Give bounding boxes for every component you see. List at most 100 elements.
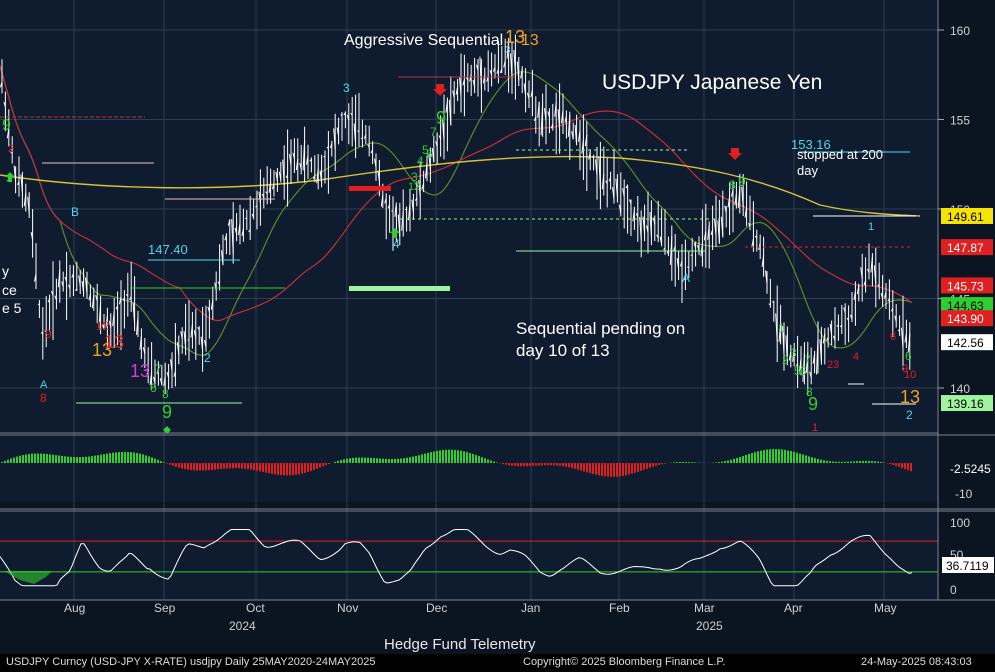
price-tick-label: 140 — [950, 382, 970, 396]
price-bar-open — [64, 276, 68, 283]
price-bar-open — [241, 228, 244, 237]
price-bar-open — [516, 61, 520, 81]
price-bar-open — [258, 191, 261, 203]
price-bar-open — [782, 326, 785, 355]
price-bar-open — [343, 112, 346, 116]
price-tag-bg — [941, 207, 993, 224]
seq-count: 2 — [906, 408, 913, 422]
chart-title: USDJPY Japanese Yen — [602, 71, 822, 94]
price-tag-value: 144.63 — [947, 299, 984, 313]
seq-count: 10 — [904, 369, 916, 381]
price-bar-open — [227, 219, 231, 226]
price-bar-open — [635, 213, 639, 218]
price-bar-open — [523, 83, 527, 96]
price-bar-open — [510, 53, 513, 79]
price-bar-open — [897, 329, 900, 333]
price-bar-open — [333, 128, 336, 149]
price-bar-open — [421, 183, 425, 189]
price-bar-open — [23, 193, 27, 207]
price-bar-open — [836, 324, 839, 328]
price-bar-open — [136, 316, 139, 335]
price-bar-open — [367, 144, 370, 148]
price-bar-open — [727, 196, 731, 208]
price-bar-open — [170, 359, 173, 372]
seq-count: A — [682, 271, 690, 285]
price-bar-open — [292, 152, 295, 159]
moving-averages — [0, 65, 921, 356]
price-bar-open — [632, 209, 635, 222]
price-bar-open — [615, 178, 618, 197]
seq-count: 4 — [393, 237, 400, 251]
price-bar-open — [867, 268, 870, 273]
price-bar-open — [618, 204, 622, 213]
price-bar-open — [214, 282, 217, 291]
price-bar-open — [129, 296, 132, 301]
seq-count: 9 — [902, 363, 908, 375]
price-bar-open — [816, 336, 819, 375]
price-bar-open — [217, 281, 221, 285]
price-bar-open — [493, 66, 496, 72]
rsi-tick-100: 100 — [950, 516, 970, 530]
price-bar-open — [139, 335, 142, 350]
price-bar-open — [197, 326, 200, 331]
price-bar-open — [255, 205, 258, 208]
price-bar-open — [663, 247, 666, 250]
price-bar-open — [40, 331, 44, 335]
price-bar-open — [527, 92, 530, 100]
seq-count: 9 — [45, 327, 52, 341]
price-bar-open — [265, 191, 268, 195]
price-bar-open — [561, 109, 564, 124]
diamond-marker — [163, 426, 171, 434]
price-bar-open — [316, 168, 319, 184]
price-bar-open — [904, 333, 907, 343]
price-bar-open — [567, 114, 571, 137]
buy-setup-arrow — [5, 172, 15, 182]
price-bar-open — [71, 273, 74, 278]
price-bar-open — [700, 243, 703, 257]
sell-setup-arrow — [433, 84, 447, 96]
price-bar-open — [768, 303, 771, 306]
price-bar-open — [605, 180, 608, 184]
seq-count: 13 — [130, 361, 150, 381]
price-bar-open — [193, 330, 197, 339]
price-bar-open — [6, 128, 10, 139]
price-bar-open — [734, 193, 737, 206]
price-bar-open — [108, 320, 112, 328]
price-tick-label: 155 — [950, 114, 970, 128]
price-bar-open — [387, 204, 391, 209]
price-bar-open — [125, 294, 129, 297]
price-bar-open — [707, 225, 710, 240]
price-bar-open — [598, 156, 601, 189]
price-bar-open — [649, 211, 652, 237]
price-bar-open — [312, 175, 316, 180]
price-bar-open — [98, 301, 102, 328]
seq-count: 8 — [806, 385, 813, 399]
price-bar-open — [268, 181, 272, 193]
price-bar-open — [612, 187, 615, 200]
price-bar-open — [744, 206, 748, 218]
price-bar-open — [901, 327, 904, 349]
price-bar-open — [751, 238, 754, 247]
sell-setup-arrow — [728, 148, 742, 160]
price-bar-open — [357, 130, 360, 133]
price-bar-open — [13, 165, 17, 183]
seq-count: 3 — [505, 45, 511, 56]
price-bar-open — [438, 135, 442, 140]
left-edge-text-2: ce — [2, 282, 17, 298]
seq-count: 12 — [408, 181, 420, 193]
price-bar-open — [452, 90, 455, 98]
price-bar-open — [85, 277, 88, 294]
price-bar-open — [833, 335, 836, 341]
price-bar-open — [496, 69, 499, 74]
price-bar-open — [95, 294, 98, 302]
sma-short-line — [0, 65, 913, 356]
price-bar-open — [748, 222, 751, 227]
price-bar-open — [210, 299, 214, 310]
price-bar-open — [476, 64, 479, 71]
price-bar-open — [231, 219, 234, 254]
price-bar-open — [384, 197, 387, 204]
price-bar-open — [737, 187, 741, 208]
price-bar-open — [608, 177, 612, 182]
price-bar-open — [761, 255, 765, 267]
price-bar-open — [380, 195, 384, 207]
